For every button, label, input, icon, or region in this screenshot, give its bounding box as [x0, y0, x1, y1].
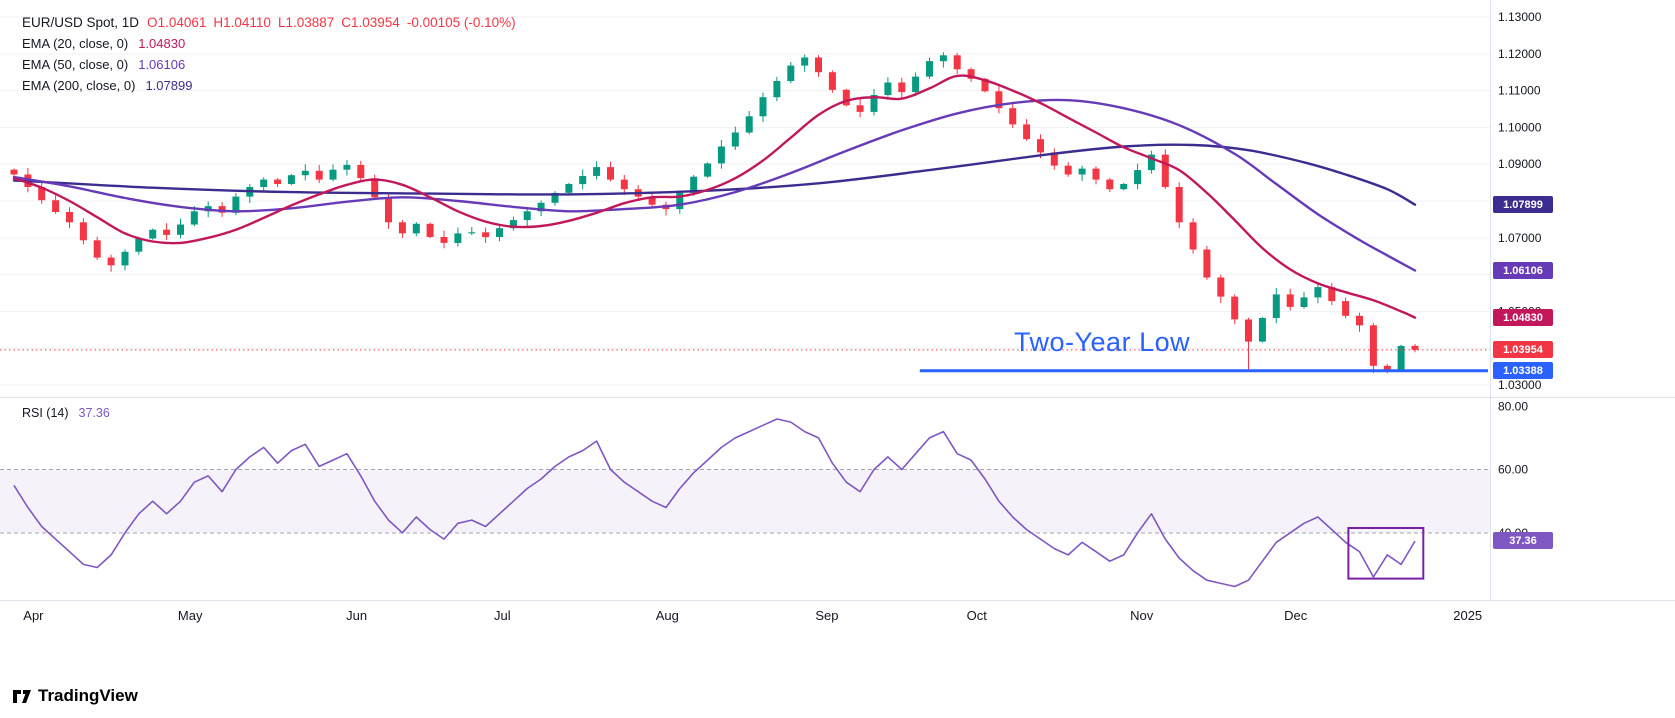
price-axis-label: 1.03000 [1498, 378, 1542, 392]
high-label: H [213, 15, 224, 30]
price-axis-label: 1.12000 [1498, 47, 1542, 61]
ohlc-values: O1.04061 H1.04110 L1.03887 C1.03954 -0.00105… [147, 15, 516, 30]
rsi-legend-row[interactable]: RSI (14) 37.36 [22, 406, 110, 420]
price-axis-label: 1.11000 [1498, 84, 1541, 98]
symbol-legend-row[interactable]: EUR/USD Spot, 1D O1.04061 H1.04110 L1.03887… [22, 12, 516, 33]
ema200-label: EMA (200, close, 0) [22, 78, 136, 93]
rsi-value-badge: 37.36 [1493, 532, 1553, 549]
time-label-Dec: Dec [1284, 608, 1308, 623]
symbol-title: EUR/USD Spot, 1D [22, 15, 140, 30]
close-value: 1.03954 [351, 15, 400, 30]
ema200-line[interactable] [12, 143, 1417, 206]
two-year-low-label[interactable]: Two-Year Low [1014, 327, 1191, 357]
close-pair: C1.03954 [341, 15, 400, 30]
low-value: 1.03887 [285, 15, 335, 30]
time-label-2025: 2025 [1453, 608, 1482, 623]
ema20-price-badge: 1.04830 [1493, 309, 1553, 326]
high-value: 1.04110 [223, 15, 271, 30]
tradingview-brand-text: TradingView [38, 686, 138, 705]
pane-separators [0, 0, 1675, 601]
ema20-label: EMA (20, close, 0) [22, 36, 129, 51]
tradingview-watermark[interactable]: TradingView [12, 686, 138, 706]
price-axis-label: 1.10000 [1498, 120, 1542, 134]
support-price-badge: 1.03388 [1493, 362, 1553, 379]
open-pair: O1.04061 [147, 15, 206, 30]
rsi-label: RSI (14) [22, 406, 69, 420]
ema50-line[interactable] [12, 98, 1417, 272]
time-axis[interactable]: Apr May Jun Jul Aug Sep Oct Nov Dec 2025 [23, 608, 1482, 623]
time-label-Nov: Nov [1130, 608, 1154, 623]
ema200-price-badge: 1.07899 [1493, 196, 1553, 213]
last-price-badge: 1.03954 [1493, 341, 1553, 358]
ema50-label: EMA (50, close, 0) [22, 57, 129, 72]
high-pair: H1.04110 [213, 15, 271, 30]
tradingview-logo-icon [13, 690, 31, 703]
candlesticks [10, 52, 1419, 374]
rsi-line[interactable] [13, 418, 1416, 588]
rsi-value: 37.36 [78, 406, 110, 420]
rsi-dashed-levels [0, 469, 1490, 534]
main-legend: EUR/USD Spot, 1D O1.04061 H1.04110 L1.03887… [22, 12, 516, 96]
open-label: O [147, 15, 158, 30]
ema50-legend-row[interactable]: EMA (50, close, 0) 1.06106 [22, 54, 516, 75]
ema200-value: 1.07899 [145, 78, 193, 93]
price-gridlines [0, 16, 1490, 386]
low-pair: L1.03887 [278, 15, 334, 30]
time-label-Jul: Jul [494, 608, 511, 623]
time-label-May: May [178, 608, 203, 623]
time-label-Oct: Oct [967, 608, 988, 623]
rsi-axis-label: 80.00 [1498, 399, 1528, 413]
ema200-legend-row[interactable]: EMA (200, close, 0) 1.07899 [22, 75, 516, 96]
rsi-band [0, 469, 1490, 533]
time-label-Aug: Aug [656, 608, 679, 623]
change-value: -0.00105 (-0.10%) [406, 15, 516, 30]
close-label: C [341, 15, 352, 30]
open-value: 1.04061 [157, 15, 207, 30]
rsi-highlight-box[interactable] [1347, 527, 1425, 580]
ema20-value: 1.04830 [138, 36, 186, 51]
time-label-Apr: Apr [23, 608, 44, 623]
price-axis-label: 1.13000 [1498, 10, 1542, 24]
time-label-Jun: Jun [346, 608, 367, 623]
low-label: L [277, 15, 286, 30]
rsi-axis-label: 60.00 [1498, 463, 1528, 477]
ema20-line[interactable] [12, 74, 1417, 319]
ema50-price-badge: 1.06106 [1493, 262, 1553, 279]
ema20-legend-row[interactable]: EMA (20, close, 0) 1.04830 [22, 33, 516, 54]
price-axis-label: 1.09000 [1498, 157, 1542, 171]
ema50-value: 1.06106 [138, 57, 186, 72]
time-label-Sep: Sep [815, 608, 838, 623]
price-axis-label: 1.07000 [1498, 231, 1542, 245]
